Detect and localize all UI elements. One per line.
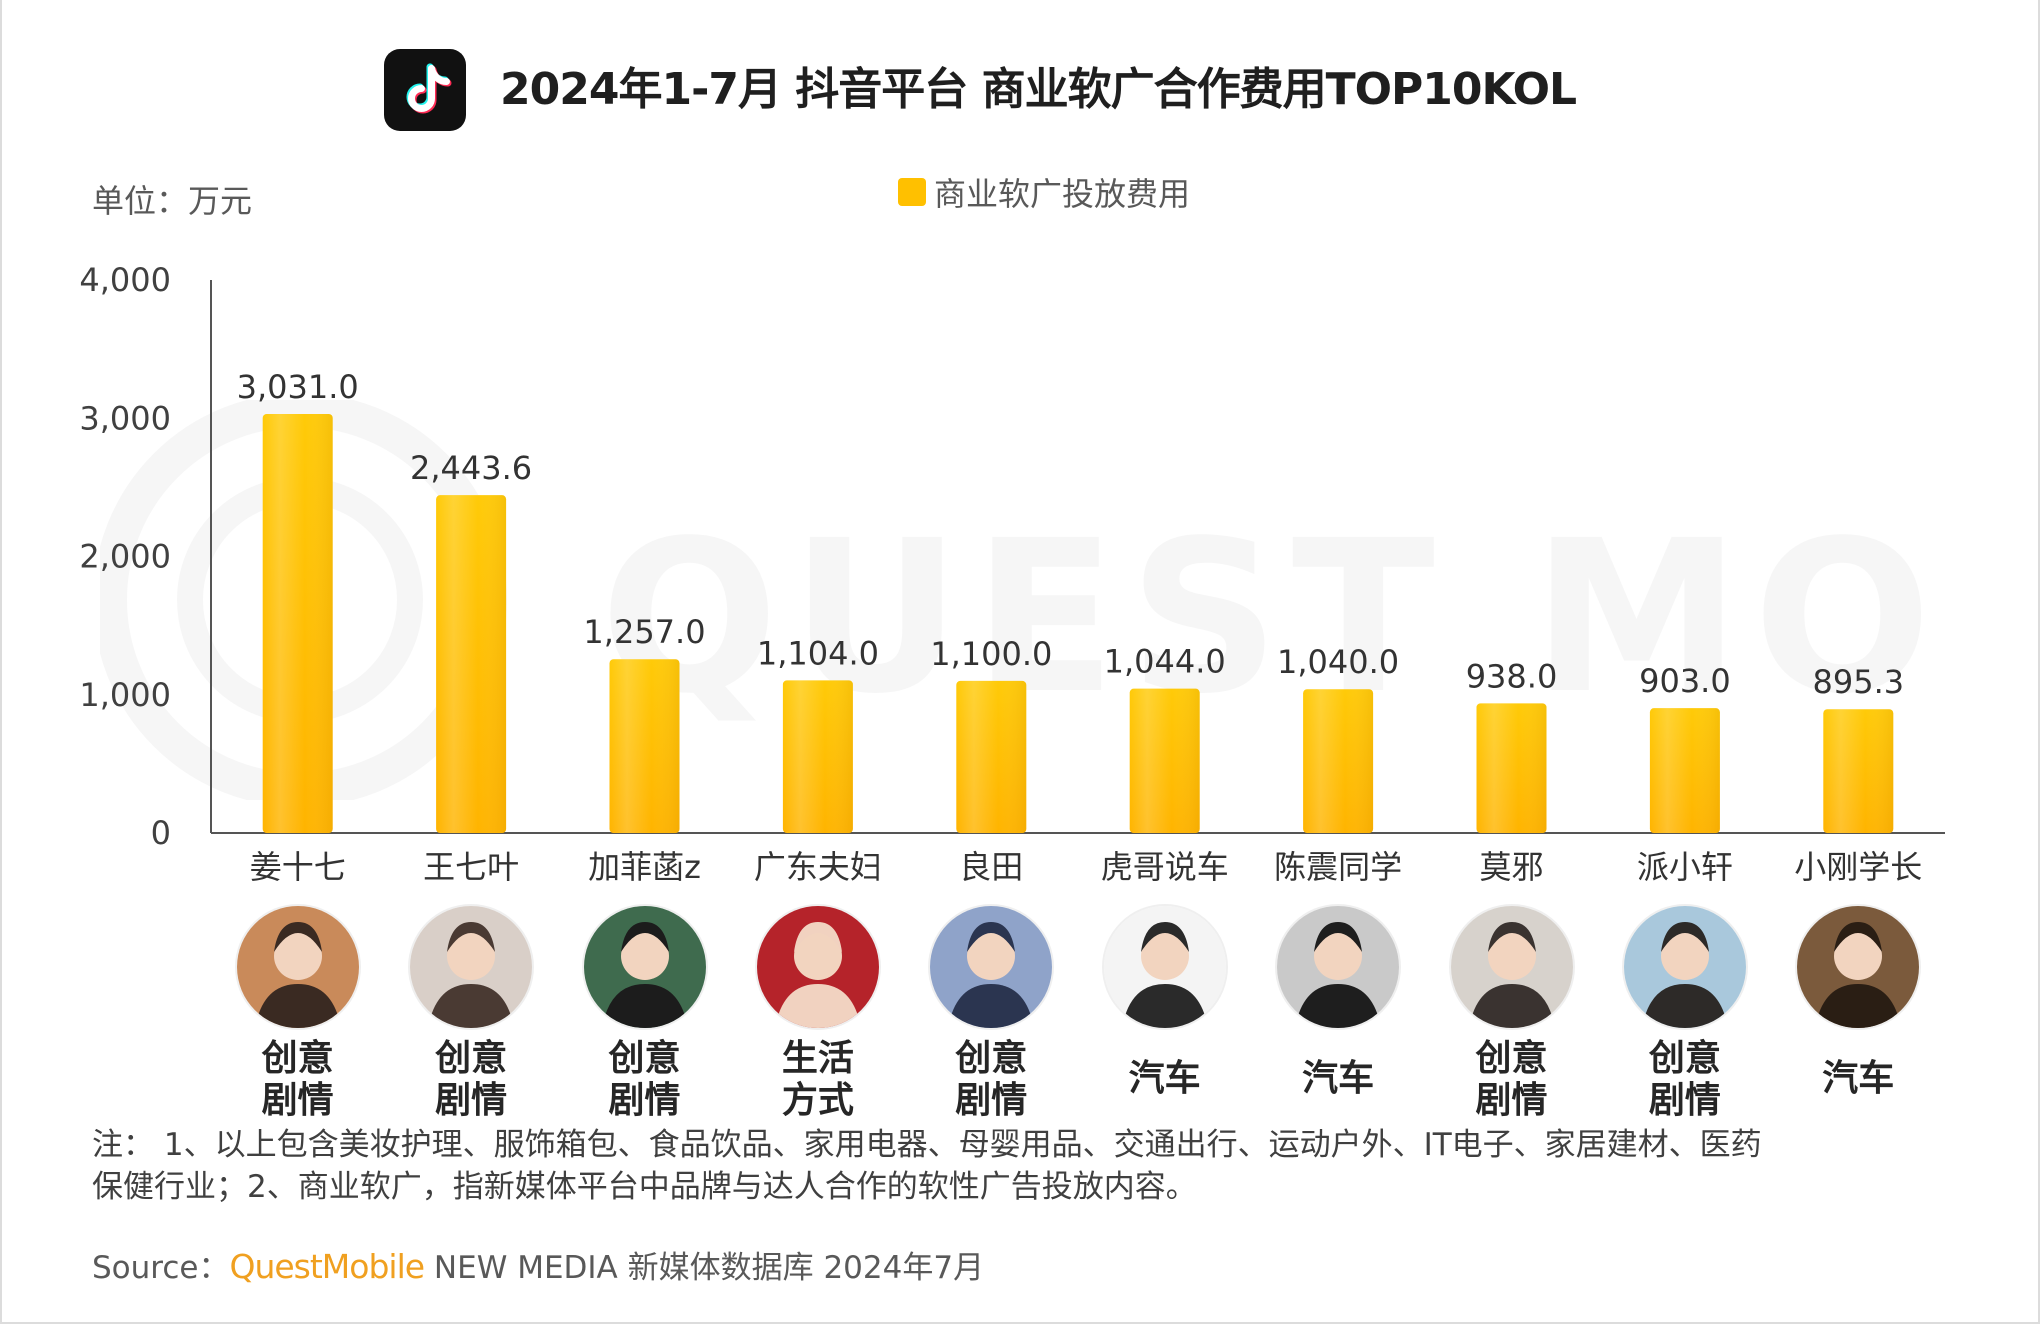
bar-shine	[436, 495, 507, 833]
kol-category-label: 汽车	[1128, 1058, 1201, 1099]
bar-shine	[262, 413, 333, 833]
footnote: 注： 1、以上包含美妆护理、服饰箱包、食品饮品、家用电器、母婴用品、交通出行、运…	[92, 1124, 1952, 1208]
avatar-icon	[1450, 906, 1573, 1028]
x-tick-label: 姜十七	[250, 848, 346, 886]
source-line: Source：QuestMobile NEW MEDIA 新媒体数据库 2024…	[92, 1244, 984, 1290]
x-tick-label: 派小轩	[1637, 848, 1733, 886]
x-tick-label: 加菲菡z	[588, 848, 701, 886]
bar-shine	[1129, 688, 1200, 833]
kol-category-label: 创意 剧情	[435, 1038, 508, 1121]
source-prefix: Source：	[92, 1250, 230, 1286]
avatar-icon	[1277, 906, 1400, 1028]
data-label: 3,031.0	[237, 368, 359, 406]
x-tick-label: 小刚学长	[1794, 848, 1922, 886]
footnote-line-2: 保健行业；2、商业软广，指新媒体平台中品牌与达人合作的软性广告投放内容。	[92, 1169, 1197, 1205]
x-tick-label: 陈震同学	[1274, 848, 1402, 886]
bar-shine	[782, 680, 853, 833]
kol-category-label: 创意 剧情	[261, 1038, 334, 1121]
data-label: 895.3	[1812, 663, 1904, 701]
unit-label: 单位：万元	[92, 182, 253, 220]
avatar-icon	[756, 906, 879, 1028]
bar-shine	[1476, 703, 1547, 833]
avatar-icon	[1797, 906, 1920, 1028]
avatar-icon	[583, 906, 706, 1028]
footnote-line-1: 注： 1、以上包含美妆护理、服饰箱包、食品饮品、家用电器、母婴用品、交通出行、运…	[92, 1127, 1762, 1163]
data-label: 1,257.0	[583, 613, 705, 651]
legend-label: 商业软广投放费用	[934, 175, 1191, 213]
avatar-icon	[1103, 906, 1226, 1028]
x-tick-label: 良田	[959, 848, 1023, 886]
data-label: 903.0	[1639, 662, 1731, 700]
data-label: 2,443.6	[410, 449, 532, 487]
avatar-icon	[930, 906, 1053, 1028]
bar-shine	[609, 659, 680, 833]
kol-category-label: 生活 方式	[781, 1038, 854, 1121]
kol-category-label: 创意 剧情	[1648, 1038, 1721, 1121]
x-tick-label: 虎哥说车	[1101, 848, 1229, 886]
chart-title: 2024年1-7月 抖音平台 商业软广合作费用TOP10KOL	[500, 64, 1577, 115]
x-tick-label: 广东夫妇	[754, 848, 882, 886]
bar-shine	[1303, 689, 1374, 833]
y-tick-label: 0	[151, 814, 171, 852]
kol-category-label: 创意 剧情	[1475, 1038, 1548, 1121]
douyin-logo-icon	[384, 49, 466, 131]
data-label: 1,040.0	[1277, 643, 1399, 681]
avatar-icon	[1623, 906, 1746, 1028]
y-tick-label: 4,000	[79, 261, 171, 299]
avatar-icon	[410, 906, 533, 1028]
bar-shine	[1823, 709, 1894, 833]
y-tick-label: 1,000	[79, 676, 171, 714]
y-tick-label: 2,000	[79, 538, 171, 576]
kol-category-label: 汽车	[1822, 1058, 1895, 1099]
kol-category-label: 创意 剧情	[608, 1038, 681, 1121]
x-tick-label: 王七叶	[423, 848, 519, 886]
avatar-icon	[236, 906, 359, 1028]
bar-shine	[956, 680, 1027, 833]
x-tick-label: 莫邪	[1479, 848, 1543, 886]
legend-swatch	[898, 178, 926, 206]
kol-category-label: 创意 剧情	[955, 1038, 1028, 1121]
data-label: 938.0	[1466, 657, 1558, 695]
y-tick-label: 3,000	[79, 399, 171, 437]
bar-shine	[1649, 708, 1720, 833]
data-label: 1,104.0	[757, 634, 879, 672]
kol-category-label: 汽车	[1302, 1058, 1375, 1099]
legend: 商业软广投放费用	[898, 170, 1190, 214]
questmobile-brand: QuestMobile	[229, 1247, 425, 1286]
data-label: 1,100.0	[930, 635, 1052, 673]
source-rest: NEW MEDIA 新媒体数据库 2024年7月	[424, 1250, 985, 1286]
data-label: 1,044.0	[1104, 643, 1226, 681]
